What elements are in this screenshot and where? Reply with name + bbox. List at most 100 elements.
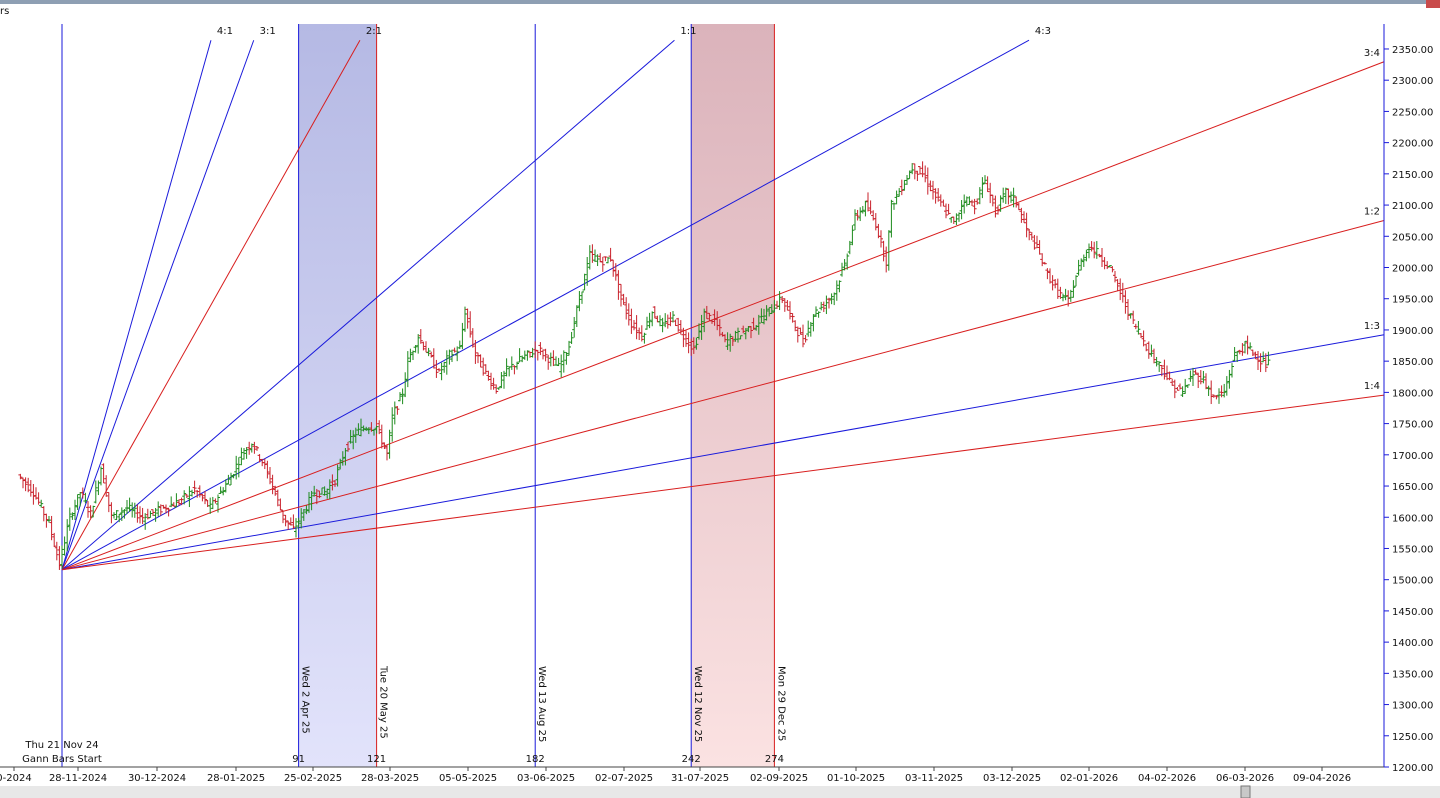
- price-bar: [879, 230, 883, 248]
- price-bar: [80, 487, 85, 499]
- horizontal-scrollbar-thumb[interactable]: [1240, 785, 1251, 798]
- price-bar: [405, 351, 410, 388]
- x-tick-label: 05-05-2025: [439, 773, 497, 784]
- price-bar: [816, 311, 821, 318]
- price-bar: [619, 283, 623, 307]
- price-bar: [1198, 370, 1203, 385]
- price-bar: [236, 457, 241, 478]
- price-bar: [502, 370, 506, 389]
- fan-ratio-label: 1:2: [1364, 206, 1380, 217]
- price-bar: [218, 486, 223, 494]
- price-bar: [1003, 187, 1008, 204]
- price-bar: [1180, 386, 1185, 397]
- price-bar: [556, 357, 561, 367]
- price-bar: [340, 451, 345, 466]
- price-bar: [559, 354, 564, 378]
- price-bar: [621, 293, 626, 305]
- price-bar: [101, 463, 106, 484]
- price-bar: [320, 487, 324, 495]
- price-bar: [957, 212, 961, 222]
- price-bar: [439, 362, 444, 381]
- close-button[interactable]: [1426, 0, 1440, 8]
- price-bar: [1243, 340, 1247, 354]
- price-bar: [743, 328, 748, 340]
- x-tick-label: 09-04-2026: [1293, 773, 1351, 784]
- price-bar: [603, 256, 608, 262]
- price-bar: [1227, 369, 1232, 389]
- price-bar: [673, 319, 678, 327]
- price-bar: [182, 490, 187, 505]
- price-bar: [450, 349, 454, 363]
- x-tick-label: 0-2024: [0, 773, 32, 784]
- price-bar: [1157, 361, 1162, 372]
- gann-start-date: Thu 21 Nov 24: [24, 740, 98, 751]
- price-bar: [379, 424, 384, 449]
- price-bar: [962, 194, 967, 214]
- price-bar: [1185, 384, 1190, 388]
- time-line-date-label: Wed 12 Nov 25: [692, 666, 703, 742]
- price-bar: [845, 253, 850, 270]
- price-bar: [1014, 196, 1019, 208]
- price-bar: [941, 199, 946, 207]
- price-bar: [1097, 253, 1102, 258]
- price-bar: [195, 489, 200, 498]
- y-tick-label: 2100.00: [1392, 201, 1433, 212]
- window-title-fragment: rs: [0, 6, 9, 17]
- price-bar: [751, 317, 756, 330]
- price-bar: [1256, 350, 1260, 370]
- price-bar: [353, 427, 358, 443]
- price-bar: [928, 180, 933, 192]
- horizontal-scrollbar-track[interactable]: [0, 786, 1440, 798]
- price-bar: [1107, 265, 1112, 268]
- price-bar: [91, 505, 96, 518]
- price-bar: [374, 425, 379, 434]
- price-bar: [119, 507, 124, 522]
- price-bar: [460, 322, 465, 350]
- y-tick-label: 1450.00: [1392, 607, 1433, 618]
- price-bar: [104, 475, 109, 497]
- fan-ratio-label: 3:4: [1364, 48, 1380, 59]
- price-bar: [561, 350, 566, 373]
- price-bar: [223, 479, 228, 493]
- price-bar: [1175, 387, 1180, 391]
- price-bar: [1248, 342, 1253, 350]
- price-bar: [1032, 234, 1037, 250]
- price-bar: [346, 441, 350, 452]
- price-bar: [431, 348, 436, 369]
- price-bar: [593, 249, 597, 263]
- price-bar: [707, 312, 712, 321]
- price-bar: [1009, 191, 1013, 203]
- price-bar: [151, 509, 155, 516]
- price-bar: [1055, 278, 1060, 299]
- price-bar: [993, 195, 998, 218]
- price-bar: [923, 165, 928, 183]
- price-bar: [504, 358, 509, 377]
- fan-ratio-label: 2:1: [366, 26, 382, 37]
- price-bar: [483, 364, 488, 375]
- price-bar: [580, 291, 584, 304]
- price-bar: [161, 504, 166, 509]
- price-bar: [678, 320, 683, 335]
- price-bar: [1232, 347, 1237, 362]
- time-line-date-label: Mon 29 Dec 25: [775, 666, 786, 741]
- price-bar: [515, 361, 519, 370]
- price-bar: [899, 179, 904, 196]
- price-bar: [801, 324, 805, 348]
- fan-line-1-4: [61, 394, 1385, 571]
- price-bar: [494, 384, 499, 394]
- price-bar: [853, 209, 857, 231]
- price-bar: [268, 467, 272, 485]
- y-tick-label: 1950.00: [1392, 295, 1433, 306]
- price-bar: [291, 514, 296, 530]
- price-bar: [1042, 261, 1047, 265]
- price-bar: [681, 327, 686, 348]
- price-bar: [1061, 293, 1065, 302]
- price-bar: [1191, 367, 1195, 387]
- price-bar: [57, 546, 62, 570]
- price-bar: [946, 203, 951, 215]
- price-bar: [1027, 228, 1032, 241]
- price-bar: [418, 329, 423, 344]
- price-bar: [39, 499, 44, 508]
- price-bar: [691, 337, 696, 354]
- price-bar: [975, 198, 980, 205]
